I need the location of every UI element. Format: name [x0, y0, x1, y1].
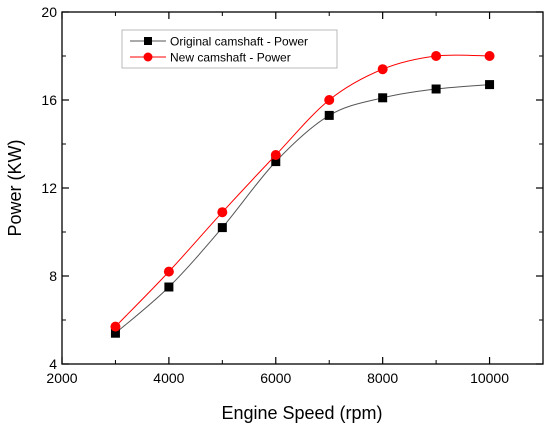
original-camshaft-data-point — [164, 282, 174, 292]
y-tick-label: 16 — [41, 92, 57, 108]
x-tick-label: 2000 — [46, 370, 77, 386]
original-camshaft-data-point — [217, 223, 227, 233]
original-camshaft-data-point — [110, 328, 120, 338]
new-camshaft-data-point — [431, 51, 442, 61]
legend: Original camshaft - Power New camshaft -… — [121, 29, 338, 69]
legend-marker-circle — [143, 52, 153, 62]
x-tick-label: 4000 — [153, 370, 184, 386]
new-camshaft-data-point — [270, 150, 281, 160]
y-axis-label: Power (KW) — [5, 139, 25, 236]
legend-label-new: New camshaft - Power — [170, 51, 291, 65]
original-camshaft-power-line — [115, 84, 490, 334]
legend-marker-square — [144, 37, 152, 45]
y-tick-label: 12 — [41, 180, 57, 196]
original-camshaft-data-point — [431, 84, 441, 94]
original-camshaft-data-point — [324, 110, 334, 120]
new-camshaft-data-point — [377, 64, 388, 75]
y-tick-label: 20 — [41, 4, 57, 20]
original-camshaft-data-point — [271, 157, 281, 167]
new-camshaft-data-point — [163, 266, 174, 277]
new-camshaft-data-point — [324, 95, 335, 105]
x-axis-label: Engine Speed (rpm) — [221, 403, 382, 423]
legend-label-original: Original camshaft - Power — [170, 35, 308, 49]
y-tick-label: 8 — [49, 268, 57, 284]
legend-box — [121, 29, 338, 69]
series-layer — [110, 51, 495, 338]
original-camshaft-data-point — [485, 80, 495, 90]
original-camshaft-data-point — [378, 93, 388, 103]
x-tick-label: 10000 — [470, 370, 509, 386]
new-camshaft-data-point — [110, 321, 121, 332]
new-camshaft-data-point — [484, 51, 495, 61]
x-tick-label: 6000 — [260, 370, 291, 386]
y-tick-label: 4 — [49, 356, 57, 372]
x-tick-label: 8000 — [367, 370, 398, 386]
new-camshaft-data-point — [217, 207, 228, 218]
axis-ticks: 2000 4000 6000 8000 10000 4 8 12 16 20 — [41, 4, 543, 386]
